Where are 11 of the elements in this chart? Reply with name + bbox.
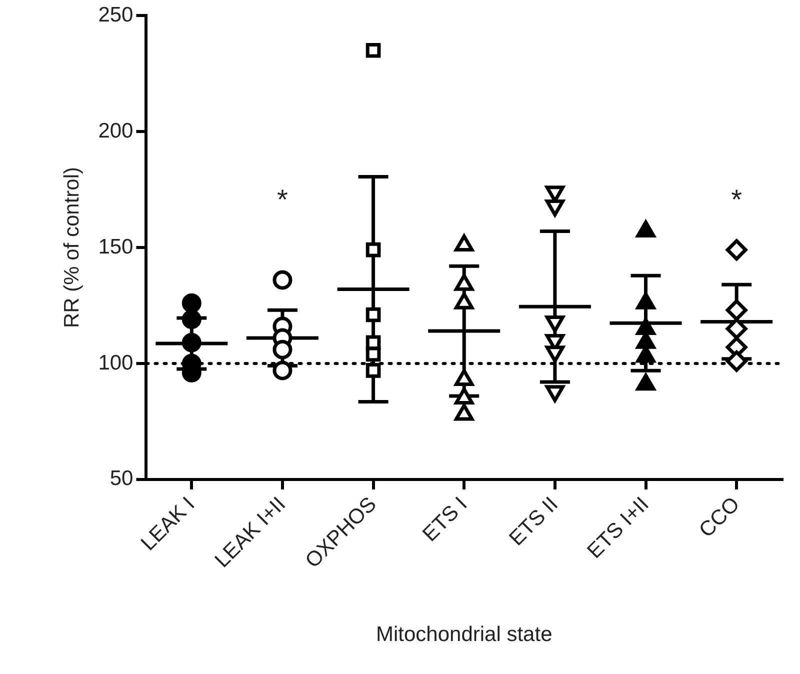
- y-axis-title: RR (% of control): [60, 167, 84, 328]
- y-tick-label: 150: [98, 235, 134, 258]
- x-tick-label: ETS II: [505, 492, 563, 550]
- y-tick-label: 250: [98, 3, 134, 26]
- y-tick-label: 100: [98, 351, 134, 374]
- annotation: *: [731, 184, 742, 215]
- x-tick-label: ETS I: [418, 492, 472, 546]
- x-axis-title: Mitochondrial state: [376, 623, 552, 646]
- y-tick-label: 200: [98, 119, 134, 142]
- annotation: *: [277, 184, 288, 215]
- y-tick-label: 50: [110, 467, 134, 490]
